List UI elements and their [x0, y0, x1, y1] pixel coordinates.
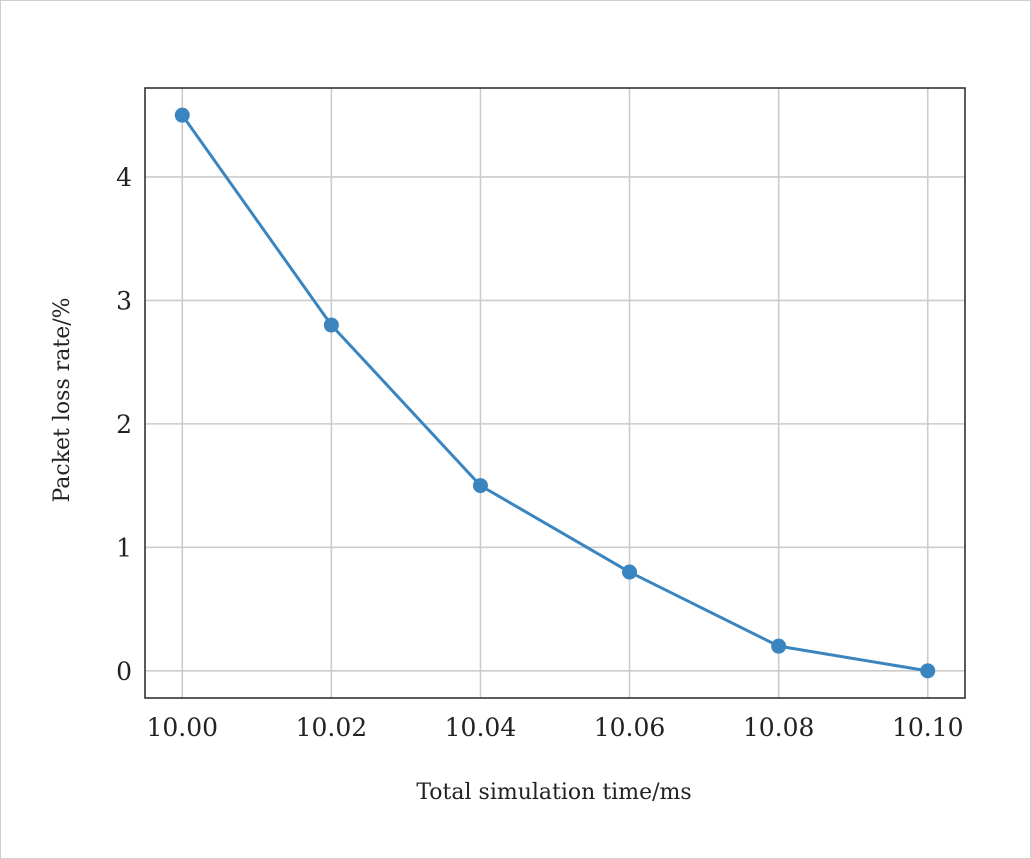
x-tick-label: 10.02 [296, 713, 368, 742]
series-group [174, 107, 936, 679]
x-tick-label: 10.04 [445, 713, 517, 742]
data-point [622, 564, 638, 580]
x-tick-label: 10.06 [594, 713, 666, 742]
plot-area-border [144, 87, 966, 699]
y-tick-label: 0 [116, 657, 132, 686]
data-point [472, 478, 488, 494]
data-point [771, 638, 787, 654]
y-tick-labels: 0 1 2 3 4 [116, 163, 132, 686]
grid [145, 88, 965, 698]
data-point [174, 107, 190, 123]
y-tick-label: 3 [116, 286, 132, 315]
x-axis-label: Total simulation time/ms [416, 780, 691, 805]
series-line [181, 114, 928, 673]
data-point [920, 663, 936, 679]
y-tick-label: 2 [116, 410, 132, 439]
y-tick-label: 1 [116, 533, 132, 562]
data-point [323, 317, 339, 333]
x-tick-label: 10.00 [146, 713, 218, 742]
x-tick-labels: 10.00 10.02 10.04 10.06 10.08 10.10 [146, 713, 963, 742]
y-axis-label: Packet loss rate/% [50, 297, 75, 502]
y-tick-label: 4 [116, 163, 132, 192]
x-tick-label: 10.08 [743, 713, 815, 742]
x-tick-label: 10.10 [892, 713, 964, 742]
